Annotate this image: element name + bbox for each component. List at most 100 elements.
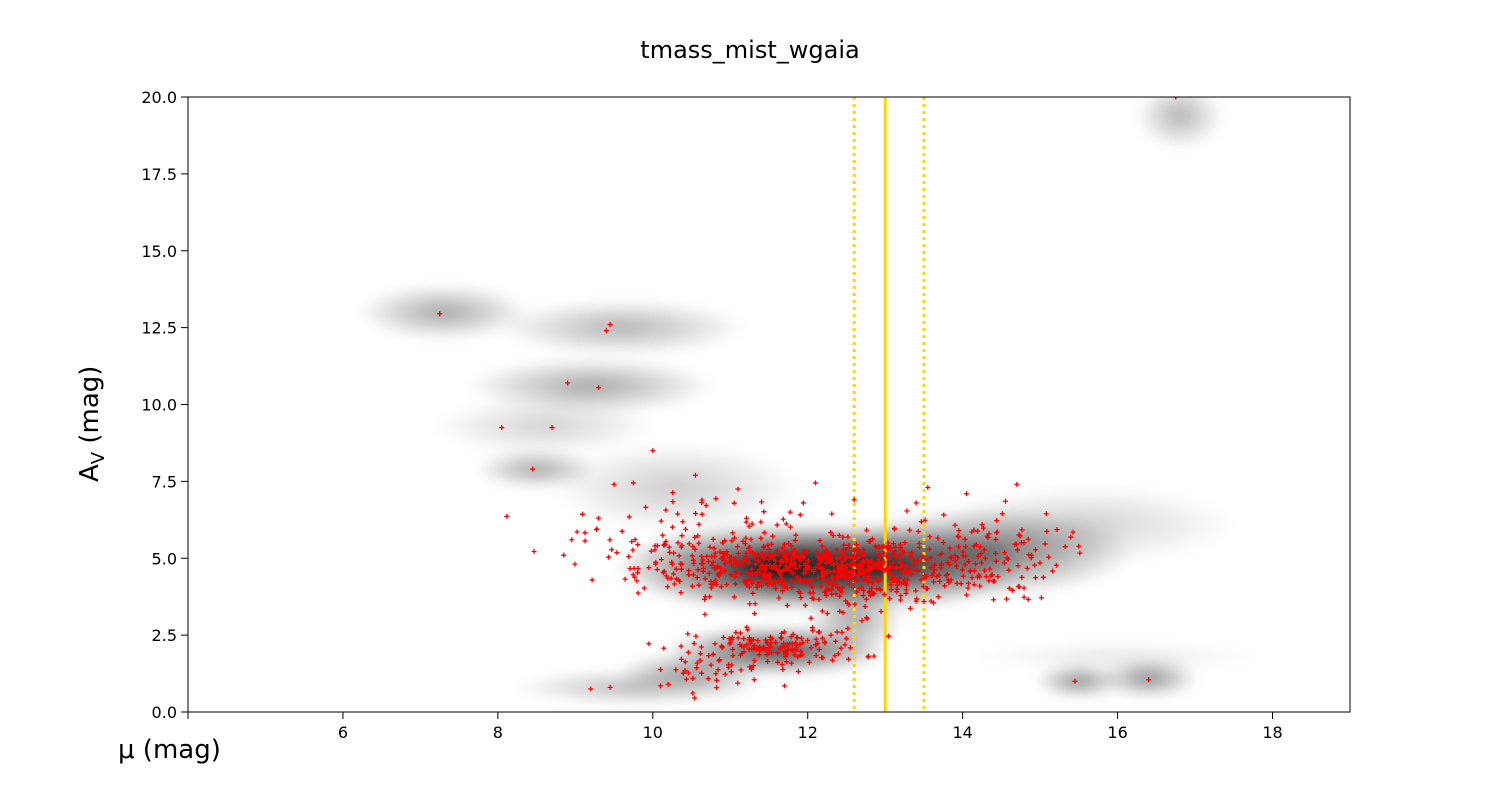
data-point: [732, 574, 738, 580]
data-point: [764, 652, 770, 658]
data-point: [859, 584, 865, 590]
data-point: [784, 566, 790, 572]
data-point: [750, 663, 756, 669]
data-point: [854, 589, 860, 595]
x-tick-label: 8: [493, 723, 503, 742]
data-point: [714, 677, 720, 683]
data-point: [914, 596, 920, 602]
data-point: [565, 380, 571, 386]
data-point: [790, 648, 796, 654]
data-point: [891, 525, 897, 531]
data-point: [860, 547, 866, 553]
data-point: [733, 569, 739, 575]
data-point: [569, 537, 575, 543]
data-point: [864, 557, 870, 563]
data-point: [635, 570, 641, 576]
data-point: [898, 581, 904, 587]
data-point: [692, 534, 698, 540]
data-point: [871, 591, 877, 597]
data-point: [1028, 555, 1034, 561]
data-point: [727, 641, 733, 647]
data-point: [744, 642, 750, 648]
data-point: [761, 645, 767, 651]
data-point: [975, 528, 981, 534]
data-point: [632, 537, 638, 543]
data-point: [925, 485, 931, 491]
data-point: [1014, 481, 1020, 487]
data-point: [909, 550, 915, 556]
data-point: [989, 572, 995, 578]
data-point: [779, 662, 785, 668]
data-point: [837, 593, 843, 599]
data-point: [745, 627, 751, 633]
data-point: [868, 558, 874, 564]
data-point: [1146, 677, 1152, 683]
data-point: [761, 574, 767, 580]
data-point: [686, 572, 692, 578]
y-tick-label: 5.0: [152, 549, 177, 568]
data-point: [785, 555, 791, 561]
data-point: [703, 503, 709, 509]
data-point: [685, 649, 691, 655]
data-point: [622, 576, 628, 582]
data-point: [826, 580, 832, 586]
data-point: [819, 543, 825, 549]
data-point: [697, 657, 703, 663]
data-point: [720, 550, 726, 556]
data-point: [726, 636, 732, 642]
data-point: [875, 577, 881, 583]
data-point: [856, 564, 862, 570]
data-point: [793, 647, 799, 653]
data-point: [980, 525, 986, 531]
x-tick-label: 14: [952, 723, 972, 742]
data-point: [768, 553, 774, 559]
data-point: [832, 653, 838, 659]
data-point: [771, 563, 777, 569]
data-point: [713, 582, 719, 588]
data-point: [865, 574, 871, 580]
data-point: [881, 592, 887, 598]
data-point: [748, 666, 754, 672]
data-point: [732, 557, 738, 563]
data-point: [733, 629, 739, 635]
data-point: [626, 554, 632, 560]
data-point: [753, 561, 759, 567]
data-point: [596, 385, 602, 391]
data-point: [874, 586, 880, 592]
data-point: [871, 561, 877, 567]
y-axis-label-unit: (mag): [75, 366, 105, 452]
data-point: [866, 573, 872, 579]
data-point: [841, 542, 847, 548]
data-point: [678, 566, 684, 572]
data-point: [892, 548, 898, 554]
data-point: [728, 572, 734, 578]
data-point: [829, 511, 835, 517]
data-point: [852, 601, 858, 607]
data-point: [994, 518, 1000, 524]
data-point: [798, 577, 804, 583]
data-point: [1004, 555, 1010, 561]
data-point: [823, 547, 829, 553]
data-point: [901, 550, 907, 556]
scatter-points: [437, 97, 1179, 701]
density-blob: [497, 299, 746, 356]
data-point: [754, 584, 760, 590]
data-point: [730, 530, 736, 536]
data-point: [728, 669, 734, 675]
data-point: [1072, 678, 1078, 684]
data-point: [758, 519, 764, 525]
data-point: [722, 671, 728, 677]
data-point: [749, 580, 755, 586]
data-point: [724, 582, 730, 588]
data-point: [1044, 528, 1050, 534]
data-point: [685, 631, 691, 637]
data-point: [931, 567, 937, 573]
data-point: [941, 512, 947, 518]
data-point: [1025, 596, 1031, 602]
data-point: [704, 553, 710, 559]
data-point: [853, 542, 859, 548]
data-point: [857, 568, 863, 574]
data-point: [609, 547, 615, 553]
y-tick-label: 12.5: [141, 319, 177, 338]
data-point: [777, 571, 783, 577]
